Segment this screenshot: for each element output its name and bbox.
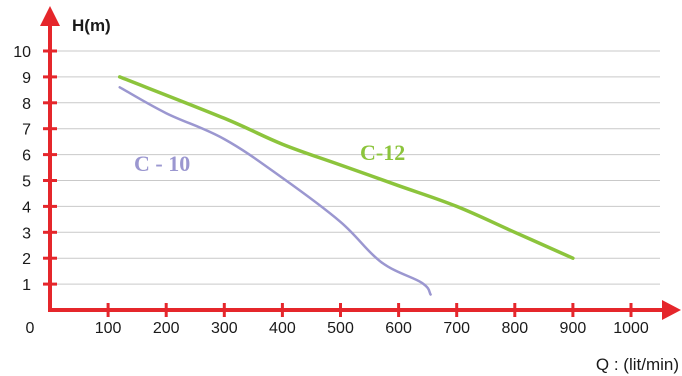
x-tick-label-900: 900 [560, 320, 587, 337]
y-tick-label-3: 3 [22, 225, 31, 242]
x-tick-label-700: 700 [443, 320, 470, 337]
x-tick-label-800: 800 [501, 320, 528, 337]
series-line-c10 [118, 86, 432, 296]
y-tick-label-4: 4 [22, 199, 31, 216]
x-axis-arrow-icon [662, 300, 681, 320]
series-label-c12: C-12 [360, 140, 405, 165]
x-tick-label-600: 600 [385, 320, 412, 337]
y-tick-label-1: 1 [22, 277, 31, 294]
origin-label: 0 [26, 320, 35, 337]
grid-lines [50, 50, 660, 285]
y-axis-arrow-icon [40, 6, 60, 26]
x-tick-label-1000: 1000 [613, 320, 649, 337]
y-tick-label-7: 7 [22, 122, 31, 139]
series-label-c10: C - 10 [134, 151, 190, 176]
x-tick-label-100: 100 [95, 320, 122, 337]
x-tick-label-400: 400 [269, 320, 296, 337]
x-axis-title: Q : (lit/min) [596, 355, 679, 374]
y-tick-label-2: 2 [22, 251, 31, 268]
series-lines [117, 75, 575, 296]
y-tick-label-10: 10 [13, 44, 31, 61]
y-tick-label-8: 8 [22, 96, 31, 113]
y-tick-label-9: 9 [22, 70, 31, 87]
x-tick-label-300: 300 [211, 320, 238, 337]
axes [40, 6, 681, 320]
series-line-c12 [117, 75, 575, 260]
y-axis-title: H(m) [72, 16, 111, 35]
x-tick-label-200: 200 [153, 320, 180, 337]
x-tick-label-500: 500 [327, 320, 354, 337]
labels: H(m) Q : (lit/min) 0 C - 10 C-12 100 200 3… [13, 16, 679, 374]
y-tick-label-5: 5 [22, 174, 31, 191]
y-tick-label-6: 6 [22, 148, 31, 165]
